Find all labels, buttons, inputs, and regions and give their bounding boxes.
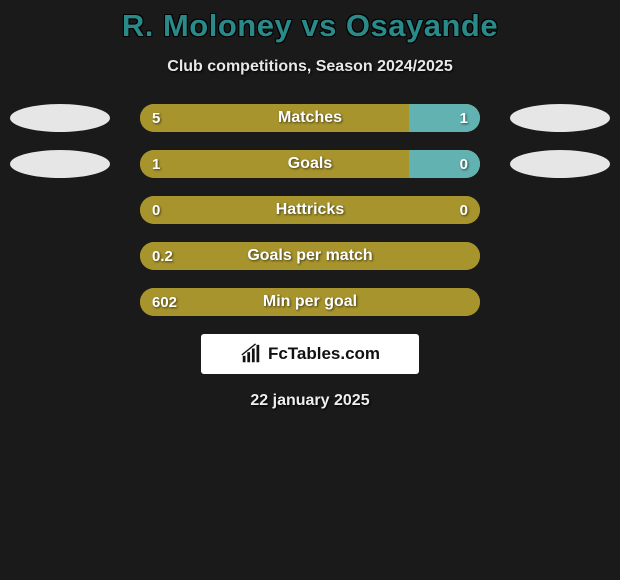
brand-text: FcTables.com: [268, 344, 380, 364]
stat-row: 00Hattricks: [0, 196, 620, 224]
right-player-ellipse: [510, 104, 610, 132]
right-player-ellipse: [510, 150, 610, 178]
comparison-infographic: R. Moloney vs Osayande Club competitions…: [0, 0, 620, 410]
date-text: 22 january 2025: [0, 392, 620, 410]
stat-bar-right: [409, 104, 480, 132]
stat-bar: 602Min per goal: [140, 288, 480, 316]
stat-bar-left: [140, 196, 480, 224]
stat-bar-left: [140, 104, 409, 132]
stat-row: 51Matches: [0, 104, 620, 132]
bar-chart-icon: [240, 343, 262, 365]
stat-row: 602Min per goal: [0, 288, 620, 316]
brand-badge: FcTables.com: [201, 334, 419, 374]
stat-bar-left: [140, 242, 480, 270]
subtitle: Club competitions, Season 2024/2025: [0, 58, 620, 76]
left-player-ellipse: [10, 150, 110, 178]
stat-bar: 00Hattricks: [140, 196, 480, 224]
stat-bar-left: [140, 150, 409, 178]
page-title: R. Moloney vs Osayande: [0, 8, 620, 44]
stat-bar-left: [140, 288, 480, 316]
stat-bar: 0.2Goals per match: [140, 242, 480, 270]
left-player-ellipse: [10, 104, 110, 132]
stat-bar-right: [409, 150, 480, 178]
stat-bar: 51Matches: [140, 104, 480, 132]
stat-row: 10Goals: [0, 150, 620, 178]
stat-bar: 10Goals: [140, 150, 480, 178]
stat-row: 0.2Goals per match: [0, 242, 620, 270]
stat-rows: 51Matches 10Goals 00Hattricks 0.2Goals per …: [0, 104, 620, 316]
